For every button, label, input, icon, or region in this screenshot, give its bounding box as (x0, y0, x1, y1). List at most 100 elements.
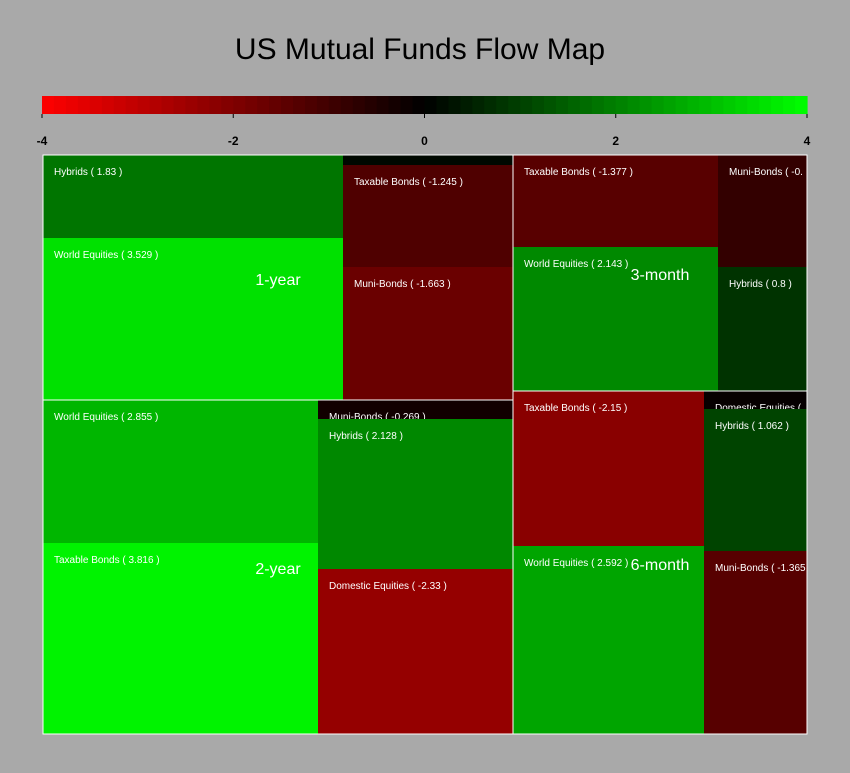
color-scale-swatch (316, 96, 330, 114)
color-scale-swatch (197, 96, 210, 114)
chart-title: US Mutual Funds Flow Map (235, 33, 605, 66)
color-scale-swatch (627, 96, 641, 114)
treemap-cell (318, 419, 513, 569)
color-scale-swatch (364, 96, 378, 114)
color-scale-swatch (42, 96, 55, 114)
treemap-group-label: 6-month (631, 557, 690, 574)
color-scale-tick-label: 0 (421, 134, 428, 148)
treemap-cell-label: World Equities ( 2.143 ) (524, 259, 628, 270)
treemap-cell-label: Taxable Bonds ( -2.15 ) (524, 403, 627, 414)
color-scale-swatch (436, 96, 449, 114)
color-scale-swatch (675, 96, 689, 114)
color-scale-swatch (687, 96, 701, 114)
treemap-cell-label: Muni-Bonds ( -0. (729, 167, 803, 178)
color-scale-swatch (532, 96, 545, 114)
treemap-cell-label: Hybrids ( 1.83 ) (54, 167, 122, 178)
color-scale-tick-label: -2 (228, 134, 239, 148)
color-scale-swatch (89, 96, 103, 114)
color-scale-tick-label: 2 (612, 134, 619, 148)
color-scale-swatch (269, 96, 282, 114)
color-scale-swatch (472, 96, 485, 114)
color-scale-swatch (233, 96, 246, 114)
color-scale-swatch (484, 96, 497, 114)
color-scale-swatch (352, 96, 366, 114)
color-scale-tick-label: -4 (37, 134, 48, 148)
treemap-cell (43, 400, 318, 543)
treemap-group-labels: 1-year 3-month 2-year 6-month (42, 154, 808, 735)
color-scale-swatch (567, 96, 581, 114)
color-scale-swatch (137, 96, 151, 114)
treemap-cell (318, 400, 513, 419)
treemap-group-label: 2-year (255, 561, 301, 578)
color-scale-swatch (771, 96, 784, 114)
treemap-cell-label: Muni-Bonds ( -0.269 ) (329, 412, 426, 423)
color-scale-swatch (125, 96, 139, 114)
color-scale-swatch (651, 96, 665, 114)
treemap-cell (43, 238, 343, 400)
color-scale-swatch (53, 96, 67, 114)
color-scale-swatch (723, 96, 736, 114)
treemap-group-border (512, 390, 808, 735)
color-scale-swatch (603, 96, 617, 114)
color-scale-swatch (412, 96, 426, 114)
color-scale-swatch (400, 96, 414, 114)
treemap-cell-label: World Equities ( 2.855 ) (54, 412, 158, 423)
treemap-cell-label: Muni-Bonds ( -1.663 ) (354, 279, 451, 290)
treemap-cell-label: World Equities ( 3.529 ) (54, 250, 158, 261)
color-scale-swatch (448, 96, 461, 114)
color-scale-tick-label: 4 (804, 134, 811, 148)
treemap-cell (718, 155, 807, 267)
color-scale-swatch (699, 96, 712, 114)
treemap-cells: Hybrids ( 1.83 ) World Equities ( 3.529 )… (43, 155, 807, 734)
color-scale-swatch (735, 96, 748, 114)
treemap-group-label: 3-month (631, 267, 690, 284)
color-scale-swatch (508, 96, 521, 114)
treemap-cell-label: Taxable Bonds ( 3.816 ) (54, 555, 160, 566)
treemap-cell-label: Muni-Bonds ( -1.365 (715, 563, 806, 574)
color-scale-swatch (161, 96, 175, 114)
color-scale-swatch (795, 96, 808, 114)
treemap-cell (43, 543, 318, 734)
color-scale-swatch (663, 96, 677, 114)
treemap-cell (513, 247, 718, 391)
treemap-cell (43, 155, 343, 238)
treemap-cell (704, 551, 807, 734)
color-scale-swatch (113, 96, 127, 114)
treemap-cell (318, 569, 513, 734)
treemap-cell (704, 391, 807, 409)
color-scale-swatch (520, 96, 533, 114)
color-scale-swatch (304, 96, 318, 114)
color-scale-swatch (101, 96, 115, 114)
treemap-cell-label: Taxable Bonds ( -1.377 ) (524, 167, 633, 178)
color-scale-swatch (783, 96, 796, 114)
color-scale-swatch (711, 96, 724, 114)
treemap-cell (343, 267, 513, 400)
color-scale-swatch (221, 96, 234, 114)
color-scale-swatch (376, 96, 390, 114)
treemap-cell-label: World Equities ( 2.592 ) (524, 558, 628, 569)
color-scale-swatch (245, 96, 258, 114)
color-scale-swatch (639, 96, 653, 114)
color-scale-swatch (173, 96, 187, 114)
treemap-cell-label: Domestic Equities ( (715, 403, 802, 414)
color-scale-swatch (615, 96, 629, 114)
color-scale-swatch (149, 96, 163, 114)
treemap-cell (704, 409, 807, 551)
treemap-cell (513, 546, 704, 734)
treemap-cell-label: Hybrids ( 1.062 ) (715, 421, 789, 432)
color-scale-swatch (591, 96, 605, 114)
color-scale-swatch (293, 96, 306, 114)
treemap-cell (718, 267, 807, 391)
color-scale-swatch (65, 96, 79, 114)
color-scale-swatch (759, 96, 772, 114)
treemap-cell (513, 391, 704, 546)
color-scale-legend: -4 -2 0 2 4 (37, 96, 811, 148)
treemap-cell (513, 155, 718, 247)
treemap-cell (343, 165, 513, 267)
color-scale-swatch (340, 96, 354, 114)
color-scale-swatch (579, 96, 593, 114)
treemap-cell-label: Hybrids ( 2.128 ) (329, 431, 403, 442)
color-scale-swatch (747, 96, 760, 114)
color-scale-swatch (77, 96, 91, 114)
